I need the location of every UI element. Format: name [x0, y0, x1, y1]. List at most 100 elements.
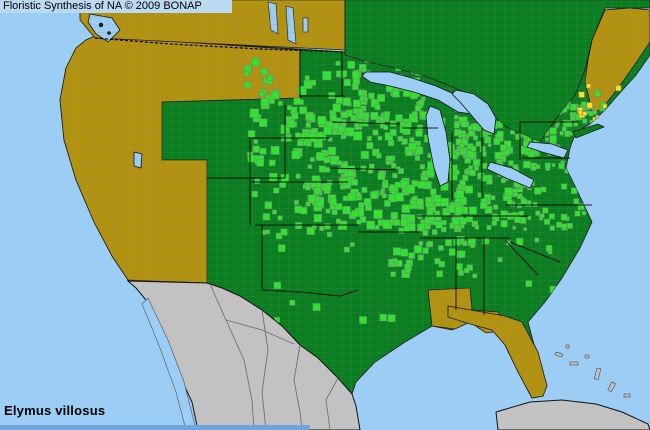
- bahamas-islands: [554, 344, 631, 398]
- county-square: [392, 89, 400, 98]
- county-square: [462, 240, 468, 246]
- county-square: [461, 121, 468, 128]
- county-square: [487, 143, 492, 148]
- county-square: [275, 232, 283, 240]
- county-square: [474, 224, 480, 230]
- county-square: [359, 96, 365, 102]
- county-square: [455, 151, 461, 157]
- county-square: [577, 203, 585, 211]
- county-square: [615, 85, 622, 92]
- county-square: [314, 196, 321, 202]
- county-square: [376, 153, 382, 159]
- county-square: [405, 268, 411, 274]
- county-square: [504, 187, 513, 196]
- county-square: [342, 97, 351, 106]
- map-title: Floristic Synthesis of NA © 2009 BONAP: [3, 0, 202, 12]
- county-square: [486, 225, 492, 230]
- county-square: [322, 71, 332, 81]
- county-square: [340, 162, 348, 170]
- county-square: [335, 97, 343, 104]
- county-square: [416, 198, 424, 206]
- county-square: [295, 132, 301, 139]
- county-square: [243, 71, 250, 77]
- county-square: [347, 170, 354, 177]
- county-square: [406, 214, 416, 224]
- county-square: [332, 103, 341, 113]
- county-square: [539, 213, 545, 219]
- county-square: [351, 209, 359, 218]
- county-square: [391, 162, 397, 169]
- county-square: [418, 99, 425, 106]
- county-square: [602, 103, 608, 109]
- state-borders: [207, 50, 592, 315]
- county-square: [482, 237, 490, 245]
- county-square: [551, 163, 556, 167]
- county-square: [293, 97, 301, 105]
- county-square: [272, 209, 277, 215]
- county-square: [342, 206, 351, 215]
- great-lakes: [133, 71, 569, 189]
- county-square: [417, 214, 423, 220]
- county-square: [438, 245, 444, 251]
- county-square: [401, 204, 411, 213]
- county-square: [472, 273, 478, 279]
- county-square: [350, 242, 355, 247]
- county-square: [347, 61, 356, 69]
- county-square: [448, 248, 457, 256]
- county-square: [545, 137, 549, 142]
- county-square: [515, 238, 524, 246]
- county-square: [408, 252, 415, 259]
- county-square: [351, 179, 359, 186]
- county-square: [389, 129, 397, 136]
- county-square: [340, 183, 346, 190]
- county-square: [512, 192, 518, 198]
- county-square: [535, 164, 541, 170]
- county-square: [270, 90, 280, 100]
- county-square: [561, 223, 567, 229]
- county-square: [445, 239, 452, 247]
- county-square: [390, 212, 398, 220]
- county-square: [500, 220, 508, 228]
- county-square: [417, 180, 426, 189]
- county-square: [464, 267, 470, 274]
- county-square: [305, 122, 312, 128]
- county-square: [312, 303, 321, 312]
- county-square: [324, 167, 331, 173]
- county-square: [327, 146, 337, 156]
- county-square: [462, 174, 469, 181]
- county-square: [468, 206, 477, 215]
- county-square: [549, 225, 555, 231]
- county-square: [401, 138, 408, 145]
- county-square: [458, 269, 464, 276]
- county-square: [523, 160, 531, 169]
- county-square: [329, 198, 337, 206]
- county-square: [386, 159, 392, 165]
- county-square: [549, 127, 557, 135]
- county-square: [363, 198, 372, 206]
- county-square: [581, 211, 586, 216]
- county-square: [269, 172, 278, 182]
- county-square: [516, 203, 522, 209]
- county-square: [355, 191, 361, 198]
- county-square: [574, 210, 581, 217]
- county-square: [326, 179, 333, 186]
- county-square: [360, 165, 367, 172]
- county-square: [582, 111, 587, 116]
- county-square: [389, 219, 394, 224]
- county-square: [465, 215, 473, 223]
- county-square: [430, 188, 437, 195]
- county-square: [549, 135, 557, 143]
- county-square: [435, 214, 442, 222]
- gulf-of-california: [141, 297, 197, 430]
- county-square: [581, 101, 587, 107]
- county-square: [372, 148, 380, 157]
- county-square: [527, 150, 535, 158]
- county-square: [514, 216, 522, 224]
- county-square: [500, 178, 506, 184]
- county-square: [343, 195, 349, 201]
- county-square: [352, 99, 361, 108]
- county-square: [329, 114, 337, 122]
- county-square: [260, 67, 268, 76]
- county-square: [534, 187, 542, 195]
- county-square: [555, 121, 560, 126]
